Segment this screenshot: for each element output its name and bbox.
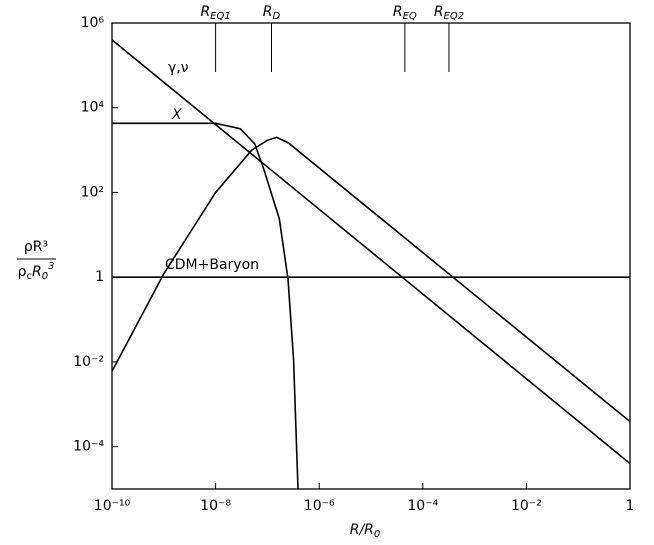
marker-label-main: R [263,4,273,20]
marker-label: REQ2 [434,4,464,22]
x-axis-label: R/R0 [350,522,381,540]
y-tick-label: 10⁻² [73,354,104,370]
x-label-text: R/R [350,522,374,538]
plot-frame [111,22,631,490]
series-line [112,122,299,489]
x-tick-label: 10⁻⁸ [200,498,231,514]
x-tick-label: 10⁻⁴ [407,498,438,514]
den-sub-0: 0 [42,271,48,282]
y-tick-label: 1 [95,269,104,285]
series-line [112,136,630,423]
den-r: R [32,264,42,280]
den-sub-c: c [26,271,32,282]
marker-label-sub: EQ1 [210,11,231,22]
y-axis-label: ρR³ ρcR03 [17,239,56,282]
den-rho: ρ [18,264,27,280]
series-label: CDM+Baryon [165,257,259,273]
marker-label-sub: EQ2 [444,11,465,22]
marker-label-main: R [434,4,444,20]
x-label-sub: 0 [374,529,380,540]
series-label: X [171,107,182,123]
den-sup-3: 3 [48,261,54,272]
series-line [112,39,630,465]
marker-label: RD [263,4,281,22]
y-label-numerator: ρR³ [24,239,48,255]
x-tick-label: 10⁻¹⁰ [94,498,131,514]
x-tick-label: 1 [626,498,635,514]
marker-label: REQ1 [200,4,230,22]
marker-label: REQ [393,4,417,22]
marker-label-sub: EQ [403,11,417,22]
marker-label-sub: D [273,11,281,22]
y-label-denominator: ρcR03 [18,261,55,282]
y-tick-label: 10⁶ [81,15,105,31]
x-tick-label: 10⁻⁶ [304,498,335,514]
y-tick-label: 10² [81,184,104,200]
y-tick-label: 10⁻⁴ [73,439,104,455]
series-label: γ,ν [168,60,189,76]
marker-label-main: R [393,4,403,20]
x-tick-label: 10⁻² [511,498,542,514]
y-tick-label: 10⁴ [81,100,105,116]
marker-label-main: R [200,4,210,20]
